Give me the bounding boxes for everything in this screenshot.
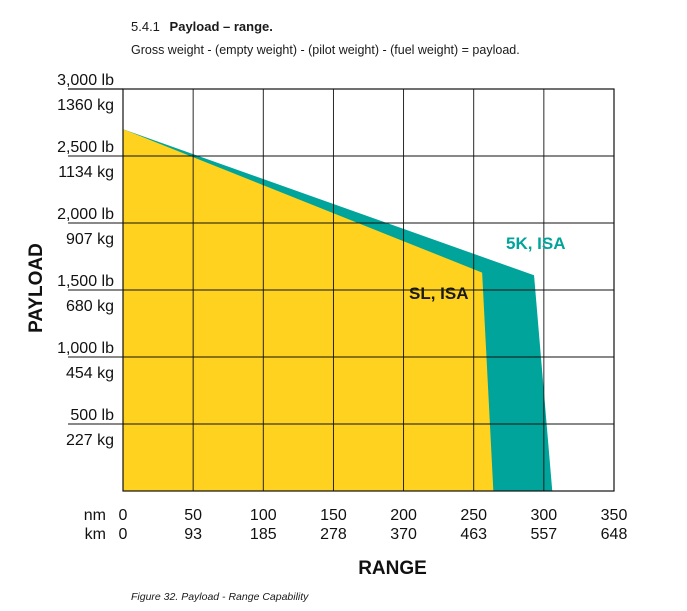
y-tick-lb: 1,000 lb	[57, 340, 114, 357]
x-tick-nm: 200	[390, 507, 417, 524]
y-tick-lb: 2,000 lb	[57, 206, 114, 223]
x-tick-km: 185	[250, 526, 277, 543]
payload-formula: Gross weight - (empty weight) - (pilot w…	[131, 43, 520, 57]
grid-lines	[68, 88, 614, 491]
section-heading: 5.4.1 Payload – range.	[131, 19, 273, 34]
x-tick-nm: 250	[460, 507, 487, 524]
section-number: 5.4.1	[131, 19, 160, 34]
y-tick-lb: 2,500 lb	[57, 139, 114, 156]
y-tick-kg: 1134 kg	[58, 164, 114, 181]
x-tick-km: 278	[320, 526, 347, 543]
x-tick-nm: 300	[531, 507, 558, 524]
x-tick-nm: 100	[250, 507, 277, 524]
x-tick-labels: nm km 0 0 50 93 100 185 150 278 200 370 250 463 300 557…	[84, 507, 628, 543]
x-tick-km: 648	[601, 526, 628, 543]
y-tick-labels: 3,000 lb 1360 kg 2,500 lb 1134 kg 2,000 lb 90…	[57, 72, 114, 449]
x-tick-nm: 150	[320, 507, 347, 524]
x-tick-km: 557	[531, 526, 558, 543]
series-areas	[123, 129, 553, 491]
x-tick-nm: 50	[184, 507, 202, 524]
y-tick-kg: 227 kg	[66, 432, 114, 449]
y-tick-kg: 1360 kg	[57, 97, 114, 114]
y-tick-kg: 680 kg	[66, 298, 114, 315]
series-label-5k-isa: 5K, ISA	[506, 234, 566, 253]
x-tick-nm: 0	[119, 507, 128, 524]
y-tick-lb: 500 lb	[70, 407, 114, 424]
y-axis-title: PAYLOAD	[26, 243, 47, 333]
x-tick-km: 0	[119, 526, 128, 543]
section-title: Payload – range.	[169, 19, 273, 34]
y-tick-lb: 1,500 lb	[57, 273, 114, 290]
figure-caption: Figure 32. Payload - Range Capability	[131, 591, 309, 603]
series-label-sl-isa: SL, ISA	[409, 284, 469, 303]
y-tick-kg: 907 kg	[66, 231, 114, 248]
plot-frame	[122, 88, 615, 492]
x-tick-km: 370	[390, 526, 417, 543]
x-tick-km: 463	[460, 526, 487, 543]
x-unit-nm: nm	[84, 507, 106, 524]
x-tick-km: 93	[184, 526, 202, 543]
x-axis-title: RANGE	[358, 558, 427, 579]
series-area-1	[123, 129, 494, 491]
x-unit-km: km	[85, 526, 106, 543]
y-tick-kg: 454 kg	[66, 365, 114, 382]
x-tick-nm: 350	[601, 507, 628, 524]
y-tick-lb: 3,000 lb	[57, 72, 114, 89]
